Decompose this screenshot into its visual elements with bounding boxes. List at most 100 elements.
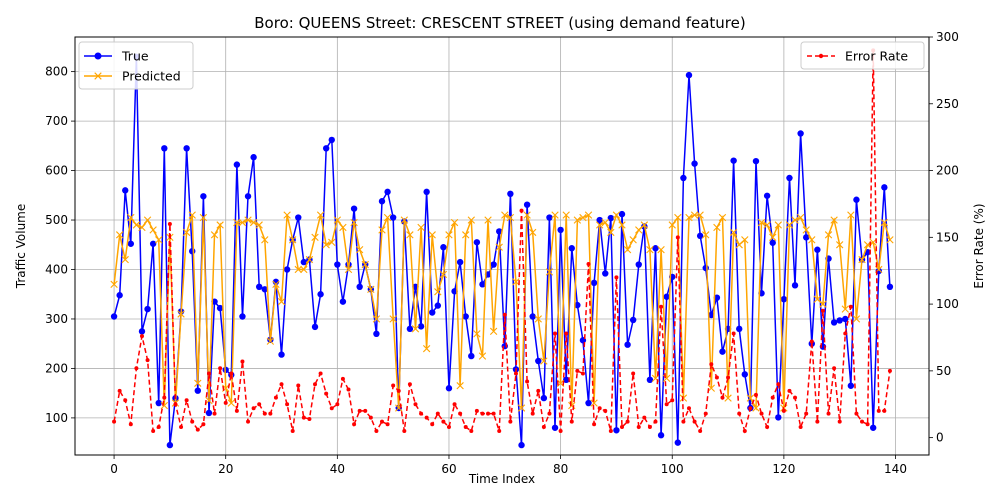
data-point-true xyxy=(166,441,174,449)
data-point-predicted xyxy=(333,216,342,224)
data-point-error-rate xyxy=(128,422,133,427)
data-point-true xyxy=(853,196,860,203)
data-point-true xyxy=(183,145,190,152)
x-marker-stroke xyxy=(322,241,330,249)
x-marker-stroke xyxy=(830,216,838,224)
x-marker-stroke xyxy=(361,260,369,269)
data-point-predicted xyxy=(445,231,453,239)
x-marker-stroke xyxy=(489,327,498,336)
data-point-error-rate xyxy=(781,408,786,413)
data-point-predicted xyxy=(216,221,224,229)
data-point-predicted xyxy=(155,236,163,244)
data-point-predicted xyxy=(288,236,297,244)
data-point-true xyxy=(339,298,347,305)
x-marker-stroke xyxy=(138,223,146,232)
data-point-true xyxy=(116,292,123,299)
data-point-error-rate xyxy=(681,419,686,424)
data-point-true xyxy=(250,154,257,161)
data-point-predicted xyxy=(439,270,448,279)
data-point-error-rate xyxy=(285,402,290,407)
x-marker-stroke xyxy=(540,357,548,365)
data-point-error-rate xyxy=(480,411,485,416)
data-point-error-rate xyxy=(385,422,390,427)
data-point-predicted xyxy=(517,404,526,412)
x-marker-stroke xyxy=(389,315,397,323)
data-point-error-rate xyxy=(670,398,675,403)
data-point-true xyxy=(200,193,207,200)
data-point-predicted xyxy=(886,236,894,244)
data-point-error-rate xyxy=(513,371,518,376)
data-point-predicted xyxy=(769,233,777,242)
data-point-predicted xyxy=(205,396,213,405)
y-left-tick-label: 100 xyxy=(45,411,68,425)
legend-left: True Predicted xyxy=(78,41,194,90)
data-point-error-rate xyxy=(820,308,825,313)
x-tick-label: 20 xyxy=(218,462,233,476)
x-marker-stroke xyxy=(328,238,336,246)
data-point-predicted xyxy=(344,265,353,274)
data-point-error-rate xyxy=(860,419,865,424)
data-point-true xyxy=(624,341,631,348)
data-point-error-rate xyxy=(162,395,167,400)
x-marker-stroke xyxy=(568,401,576,410)
data-point-predicted xyxy=(674,213,682,222)
y-axis-left-label: Traffic Volume xyxy=(14,204,28,290)
data-point-true xyxy=(255,283,263,291)
data-point-error-rate xyxy=(709,362,714,367)
data-point-predicted xyxy=(350,218,358,227)
x-marker-stroke xyxy=(294,265,302,274)
x-marker-stroke xyxy=(752,404,760,412)
data-point-error-rate xyxy=(882,408,887,413)
data-point-predicted xyxy=(724,394,732,402)
data-point-true xyxy=(244,193,252,200)
data-point-error-rate xyxy=(597,406,602,411)
data-point-error-rate xyxy=(407,382,412,387)
x-marker-stroke xyxy=(439,270,448,279)
data-point-error-rate xyxy=(246,419,251,424)
y-left-tick-label: 400 xyxy=(45,262,68,276)
data-point-error-rate xyxy=(430,422,435,427)
data-point-error-rate xyxy=(737,411,742,416)
data-point-true xyxy=(356,283,363,291)
x-marker-stroke xyxy=(595,221,604,229)
data-point-error-rate xyxy=(703,411,708,416)
x-marker-stroke xyxy=(406,231,414,239)
y-right-tick-label: 200 xyxy=(936,164,959,178)
data-point-true xyxy=(295,214,302,221)
x-marker-stroke xyxy=(534,315,542,323)
data-point-error-rate xyxy=(848,304,853,309)
data-point-predicted xyxy=(361,260,369,269)
data-point-predicted xyxy=(188,211,196,219)
legend-right: Error Rate xyxy=(800,41,925,70)
data-point-error-rate xyxy=(765,424,770,429)
data-point-error-rate xyxy=(218,366,223,371)
data-point-predicted xyxy=(478,352,487,360)
data-point-predicted xyxy=(774,221,782,229)
data-point-true xyxy=(350,205,358,212)
data-point-error-rate xyxy=(625,419,630,424)
x-marker-stroke xyxy=(819,300,827,308)
data-point-predicted xyxy=(255,221,263,229)
data-point-true xyxy=(283,266,291,273)
x-marker-stroke xyxy=(355,246,364,254)
data-point-true xyxy=(596,216,603,224)
data-point-error-rate xyxy=(391,383,396,388)
data-point-true xyxy=(842,315,849,323)
data-point-predicted xyxy=(149,226,157,234)
x-marker-stroke xyxy=(612,211,621,219)
x-marker-stroke xyxy=(741,236,749,244)
data-point-error-rate xyxy=(491,411,496,416)
data-point-error-rate xyxy=(832,366,837,371)
data-point-predicted xyxy=(595,221,604,229)
data-point-true xyxy=(775,414,782,421)
y-right-tick-label: 150 xyxy=(936,230,959,244)
y-right-tick-label: 100 xyxy=(936,297,959,311)
data-point-error-rate xyxy=(413,402,418,407)
data-point-true xyxy=(803,234,810,241)
y-left-tick-label: 700 xyxy=(45,114,68,128)
data-point-predicted xyxy=(473,330,481,338)
data-point-predicted xyxy=(138,223,146,232)
x-marker-stroke xyxy=(590,399,598,407)
data-point-true xyxy=(830,319,838,326)
data-point-predicted xyxy=(657,246,665,254)
